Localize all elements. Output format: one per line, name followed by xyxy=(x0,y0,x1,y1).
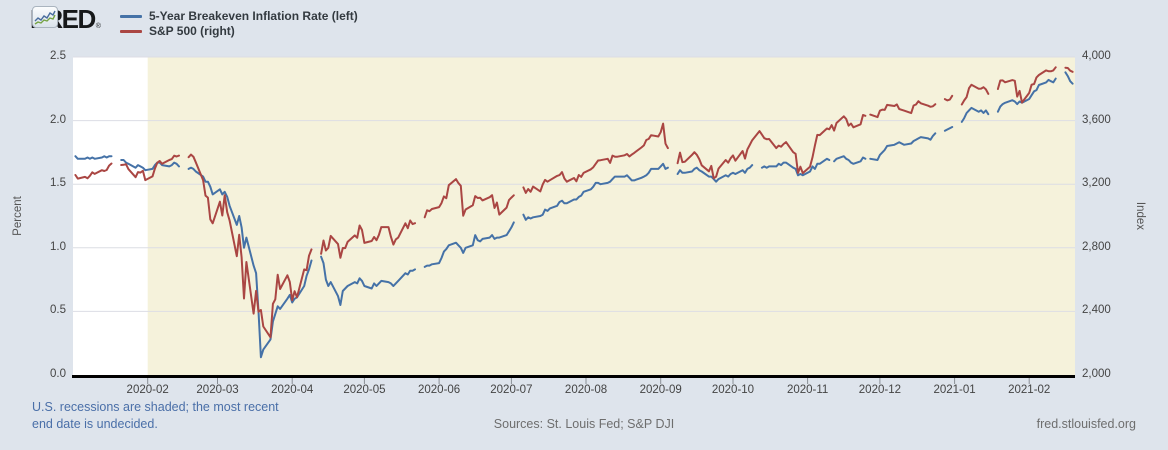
x-axis-tick-label: 2020-03 xyxy=(196,384,239,396)
x-axis-tick-label: 2020-07 xyxy=(490,384,533,396)
recession-note-line2: end date is undecided. xyxy=(32,417,158,431)
right-axis-tick-label: 2,000 xyxy=(1082,368,1111,380)
x-axis-tick-label: 2020-08 xyxy=(564,384,608,396)
x-axis-tick-label: 2020-12 xyxy=(858,384,901,396)
sp500-series-label: S&P 500 (right) xyxy=(149,24,235,38)
breakeven-series-label: 5-Year Breakeven Inflation Rate (left) xyxy=(149,9,358,23)
x-axis-tick-label: 2021-02 xyxy=(1008,384,1051,396)
x-axis-tick-label: 2020-09 xyxy=(639,384,682,396)
right-axis-tick-label: 2,800 xyxy=(1082,240,1111,253)
right-axis-title: Index xyxy=(1134,201,1146,231)
legend-item-breakeven: 5-Year Breakeven Inflation Rate (left) xyxy=(120,9,358,23)
legend-item-sp500: S&P 500 (right) xyxy=(120,24,358,38)
recession-note-line1: U.S. recessions are shaded; the most rec… xyxy=(32,400,279,414)
x-axis-tick-label: 2020-10 xyxy=(711,384,755,396)
x-axis-tick-label: 2020-02 xyxy=(126,384,169,396)
registered-mark: ® xyxy=(95,23,101,30)
left-axis-tick-label: 2.5 xyxy=(50,50,66,62)
right-axis-tick-label: 3,200 xyxy=(1082,177,1111,190)
left-axis-tick-label: 2.0 xyxy=(50,113,66,126)
right-axis-tick-label: 2,400 xyxy=(1082,304,1111,317)
sparkline-chart-icon xyxy=(32,6,58,28)
fred-logo: FRED ® xyxy=(30,6,103,32)
x-axis-tick-label: 2020-04 xyxy=(271,384,314,396)
sources-text: Sources: St. Louis Fed; S&P DJI xyxy=(493,417,675,431)
right-axis-tick-label: 3,600 xyxy=(1082,113,1111,126)
left-axis-tick-label: 1.5 xyxy=(50,177,66,190)
left-axis-tick-label: 0.0 xyxy=(50,368,66,380)
breakeven-line-series xyxy=(74,71,1074,359)
left-axis-title: Percent xyxy=(12,196,24,236)
left-axis-tick-label: 0.5 xyxy=(50,304,66,317)
right-axis-tick-label: 4,000 xyxy=(1082,50,1111,62)
x-axis-tick-label: 2021-01 xyxy=(933,384,976,396)
legend: 5-Year Breakeven Inflation Rate (left) S… xyxy=(120,9,358,39)
recession-shading xyxy=(147,57,1075,375)
fred-site-link[interactable]: fred.stlouisfed.org xyxy=(1036,417,1136,431)
left-axis-tick-label: 1.0 xyxy=(50,240,66,253)
breakeven-series-swatch xyxy=(120,14,142,18)
x-axis-tick-label: 2020-05 xyxy=(343,384,386,396)
x-axis-tick-label: 2020-11 xyxy=(786,384,829,396)
x-axis-tick-label: 2020-06 xyxy=(418,384,461,396)
sp500-series-swatch xyxy=(120,29,142,33)
recession-note: U.S. recessions are shaded; the most rec… xyxy=(32,399,279,433)
sp500-line-series xyxy=(74,66,1074,339)
